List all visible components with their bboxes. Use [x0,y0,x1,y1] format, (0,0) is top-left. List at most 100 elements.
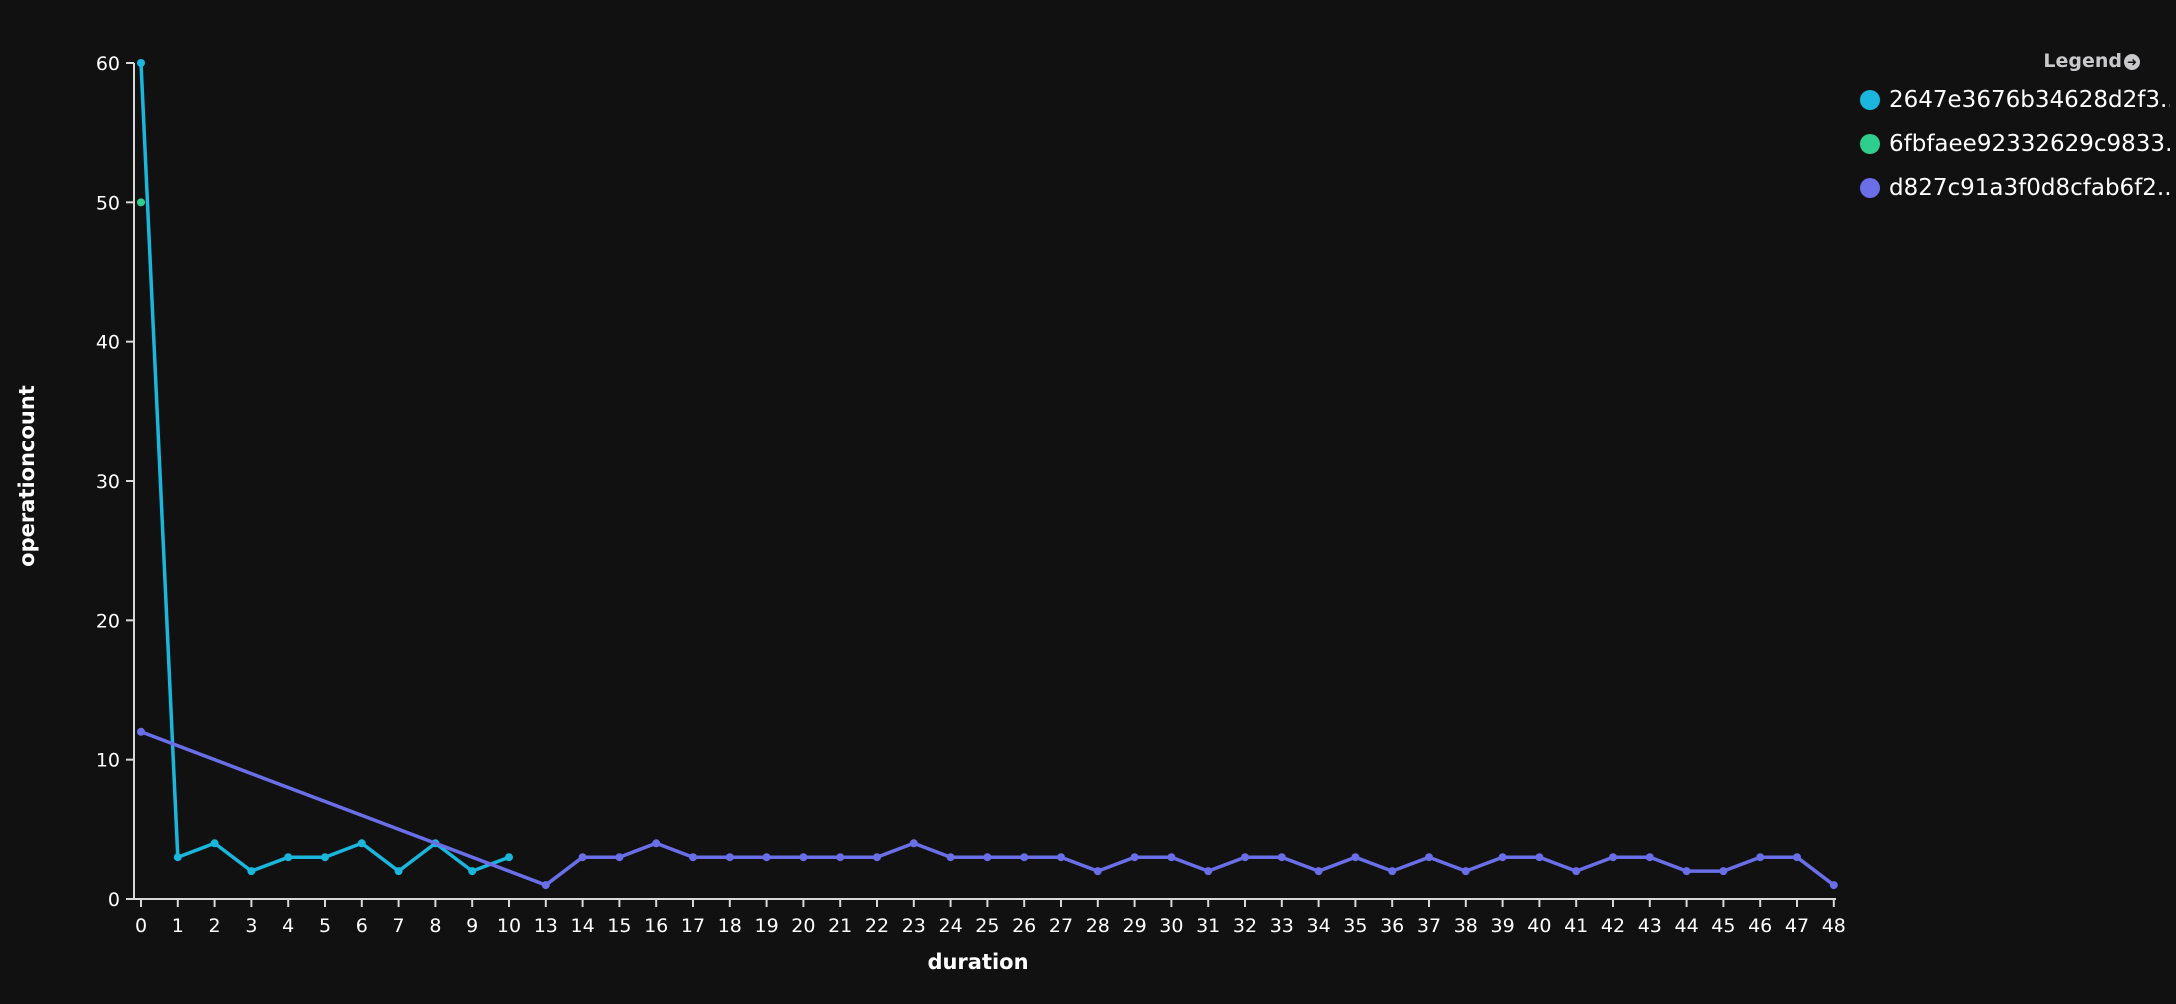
data-point [1425,853,1433,862]
x-tick-label: 25 [975,915,999,937]
x-tick-label: 38 [1454,915,1478,937]
data-point [1204,867,1213,876]
legend-title-label: Legend [2043,50,2122,72]
data-point [1057,853,1065,862]
series-line-3 [140,730,1835,887]
y-tick-label: 20 [96,610,120,632]
data-point [873,853,881,862]
x-tick-label: 42 [1601,915,1625,937]
x-tick-label: 3 [245,915,257,937]
y-tick-label: 10 [96,750,120,772]
x-tick-label: 41 [1564,915,1588,937]
x-tick-label: 10 [497,915,521,937]
legend-title[interactable]: Legend ➜ [1860,44,2170,78]
series-group [137,59,1838,890]
data-point [1793,853,1801,862]
x-tick-label: 15 [607,915,631,937]
data-point [799,853,808,862]
x-tick-label: 5 [319,915,331,937]
data-point [1682,867,1691,876]
x-tick-label: 21 [828,915,852,937]
x-tick-label: 29 [1123,915,1147,937]
data-point [1719,867,1728,876]
data-point [1756,853,1765,862]
data-point [615,853,624,862]
x-tick-label: 48 [1822,915,1846,937]
y-tick-label: 30 [96,471,120,493]
data-point [505,853,513,862]
x-tick-label: 39 [1491,915,1515,937]
data-point [137,198,145,207]
x-tick-label: 26 [1012,915,1036,937]
data-point [1498,853,1507,862]
x-tick-label: 22 [865,915,889,937]
x-tick-label: 14 [571,915,595,937]
x-tick-label: 33 [1270,915,1294,937]
data-point [1609,853,1617,862]
x-tick-label: 32 [1233,915,1257,937]
legend-swatch [1860,178,1880,198]
x-tick-label: 9 [466,915,478,937]
x-tick-label: 17 [681,915,705,937]
data-point [394,867,403,876]
data-point [1829,881,1838,890]
x-tick-label: 19 [755,915,779,937]
x-tick-label: 24 [939,915,963,937]
y-tick-label: 0 [108,889,120,911]
x-tick-label: 35 [1343,915,1367,937]
x-tick-label: 27 [1049,915,1073,937]
legend-swatch [1860,134,1880,154]
legend-item-label: 2647e3676b34628d2f3... [1889,87,2170,113]
x-axis-label: duration [927,950,1028,974]
data-point [137,59,145,67]
x-tick-label: 7 [393,915,405,937]
chevron-right-icon[interactable]: ➜ [2124,53,2140,70]
x-tick-label: 2 [209,915,221,937]
data-point [909,839,918,848]
x-tick-label: 4 [282,915,294,937]
data-point [1535,853,1544,862]
data-point [1351,853,1360,862]
data-point [1093,867,1102,876]
data-point [725,853,734,862]
x-tick-label: 6 [356,915,368,937]
legend-item-label: 6fbfaee92332629c9833... [1889,131,2170,157]
y-tick-label: 60 [96,53,120,75]
data-point [541,881,550,890]
x-tick-label: 46 [1748,915,1772,937]
y-axis-label: operationcount [15,385,39,567]
x-tick-label: 18 [718,915,742,937]
data-point [762,853,771,862]
x-tick-label: 8 [429,915,441,937]
legend-item[interactable]: 6fbfaee92332629c9833... [1860,122,2170,166]
legend: Legend ➜ 2647e3676b34628d2f3... 6fbfaee92… [1860,44,2170,210]
legend-item[interactable]: d827c91a3f0d8cfab6f2... [1860,166,2170,210]
x-tick-label: 36 [1380,915,1404,937]
x-tick-label: 45 [1711,915,1735,937]
data-point [137,727,145,736]
data-point [1572,867,1581,876]
data-point [210,839,219,848]
data-point [247,867,256,876]
data-point [468,867,477,876]
x-tick-label: 47 [1785,915,1809,937]
x-tick-label: 44 [1675,915,1699,937]
x-tick-label: 34 [1307,915,1331,937]
data-point [652,839,661,848]
data-point [1645,853,1654,862]
x-tick-label: 31 [1196,915,1220,937]
data-point [321,853,329,862]
x-tick-label: 43 [1638,915,1662,937]
data-point [173,853,182,862]
data-point [1130,853,1139,862]
x-tick-label: 0 [135,915,147,937]
data-point [357,839,366,848]
x-tick-label: 37 [1417,915,1441,937]
x-tick-label: 1 [172,915,184,937]
data-point [284,853,293,862]
legend-swatch [1860,90,1880,110]
data-point [946,853,955,862]
legend-item[interactable]: 2647e3676b34628d2f3... [1860,78,2170,122]
x-tick-label: 30 [1159,915,1183,937]
